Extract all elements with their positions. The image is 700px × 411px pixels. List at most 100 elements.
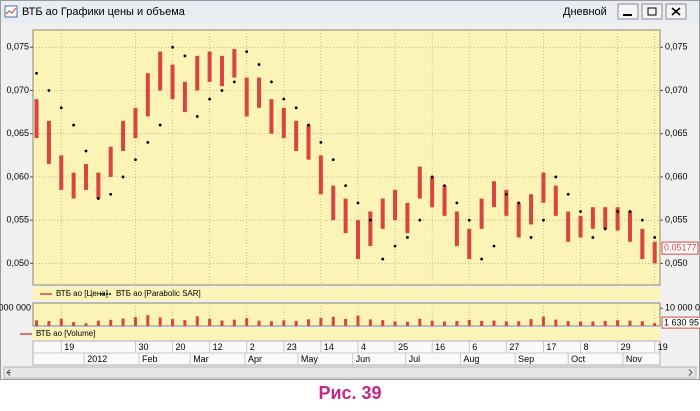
- button-glyph: [671, 7, 681, 16]
- sar-dot: [640, 218, 644, 222]
- sar-dot: [517, 201, 521, 205]
- sar-dot: [393, 244, 397, 248]
- sar-dot: [158, 123, 162, 127]
- window-icon: [4, 5, 18, 18]
- button-glyph: [647, 7, 657, 16]
- scroll-left-arrow[interactable]: [6, 369, 11, 376]
- price-bar: [442, 185, 447, 216]
- volume-bar: [616, 320, 620, 326]
- sar-dot: [591, 236, 595, 239]
- month-label: Oct: [571, 354, 586, 364]
- volume-bar: [84, 323, 88, 326]
- sar-dot: [443, 184, 446, 187]
- price-bar: [232, 49, 237, 78]
- scroll-right-arrow[interactable]: [688, 369, 693, 376]
- sar-dot: [542, 218, 545, 222]
- price-bar: [244, 77, 249, 117]
- price-bar: [96, 172, 101, 199]
- price-bar: [405, 202, 410, 234]
- x-tick-label: 2: [250, 342, 255, 352]
- window-icon-line: [5, 7, 17, 15]
- minimize-button[interactable]: [617, 3, 639, 20]
- volume-bar: [72, 322, 76, 326]
- price-bar: [331, 185, 336, 221]
- price-bar: [294, 120, 299, 152]
- price-bar: [368, 211, 373, 247]
- sar-dot: [504, 192, 508, 196]
- volume-bar: [467, 319, 471, 326]
- sar-dot: [356, 201, 360, 205]
- volume-bar: [269, 321, 273, 326]
- price-bar: [553, 185, 558, 216]
- title-bar: [1, 1, 699, 23]
- last-price-box: [661, 241, 699, 255]
- period-selector[interactable]: Дневной: [563, 6, 607, 18]
- sar-dot: [554, 175, 558, 179]
- y-tick-label: 0,060: [6, 171, 29, 181]
- last-volume-label: 1 630 95: [664, 317, 699, 327]
- sar-dot: [418, 218, 422, 222]
- price-bar: [281, 107, 286, 139]
- price-bar: [454, 211, 459, 247]
- price-bar: [170, 64, 175, 100]
- price-bar: [652, 241, 657, 264]
- month-label: Feb: [142, 354, 158, 364]
- close-button[interactable]: [665, 3, 687, 20]
- price-bar: [257, 77, 262, 108]
- price-bar: [71, 172, 76, 199]
- x-tick-label: 12: [213, 342, 223, 352]
- month-label: Apr: [248, 354, 262, 364]
- price-bar: [121, 120, 126, 152]
- volume-bar: [59, 318, 63, 326]
- price-legend-row: [33, 287, 660, 300]
- volume-bar: [257, 320, 261, 326]
- x-tick-label: 23: [287, 342, 297, 352]
- volume-bar: [245, 318, 249, 326]
- figure-caption: Рис. 39: [318, 383, 381, 403]
- sar-dot: [616, 210, 620, 213]
- x-tick-label: 6: [472, 342, 477, 352]
- price-bar: [640, 228, 645, 260]
- price-bar: [479, 198, 484, 229]
- price-bar: [516, 202, 521, 238]
- y-tick-label: 0,070: [665, 85, 688, 95]
- volume-bar: [492, 320, 496, 326]
- price-bar: [504, 189, 509, 216]
- price-bar: [380, 198, 385, 229]
- volume-tick-label: 10 000 000: [665, 303, 700, 313]
- sar-dot: [183, 54, 187, 58]
- sar-dot: [529, 236, 533, 239]
- restore-button[interactable]: [641, 3, 663, 20]
- volume-bar: [603, 320, 607, 326]
- volume-bar: [282, 320, 286, 326]
- sar-dot: [653, 236, 657, 239]
- button-frame: [617, 3, 639, 20]
- y-tick-label: 0,065: [6, 128, 29, 138]
- volume-bar: [591, 321, 595, 326]
- volume-bar: [381, 320, 385, 326]
- price-bar: [59, 155, 64, 190]
- price-bar: [491, 181, 496, 208]
- month-label: Mar: [193, 354, 209, 364]
- sar-dot: [603, 227, 607, 231]
- sar-dot: [455, 201, 459, 205]
- y-tick-label: 0,050: [6, 258, 29, 268]
- volume-bar: [368, 319, 372, 326]
- legend-label: ВТБ ао [Volume]: [36, 329, 95, 338]
- price-bar: [343, 198, 348, 234]
- volume-bar: [35, 320, 39, 326]
- volume-bar: [579, 321, 583, 326]
- sar-dot: [344, 184, 348, 187]
- y-tick-label: 0,055: [6, 215, 29, 225]
- scrollbar[interactable]: [3, 366, 697, 379]
- sar-dot: [208, 97, 212, 101]
- volume-bar: [653, 323, 657, 326]
- sar-dot: [492, 244, 496, 248]
- x-tick-label: 4: [361, 342, 366, 352]
- volume-bar: [554, 319, 558, 326]
- volume-bar: [541, 316, 545, 326]
- sar-dot: [331, 158, 335, 162]
- volume-bar: [146, 315, 150, 326]
- volume-bar: [418, 318, 422, 326]
- price-bar: [182, 81, 187, 113]
